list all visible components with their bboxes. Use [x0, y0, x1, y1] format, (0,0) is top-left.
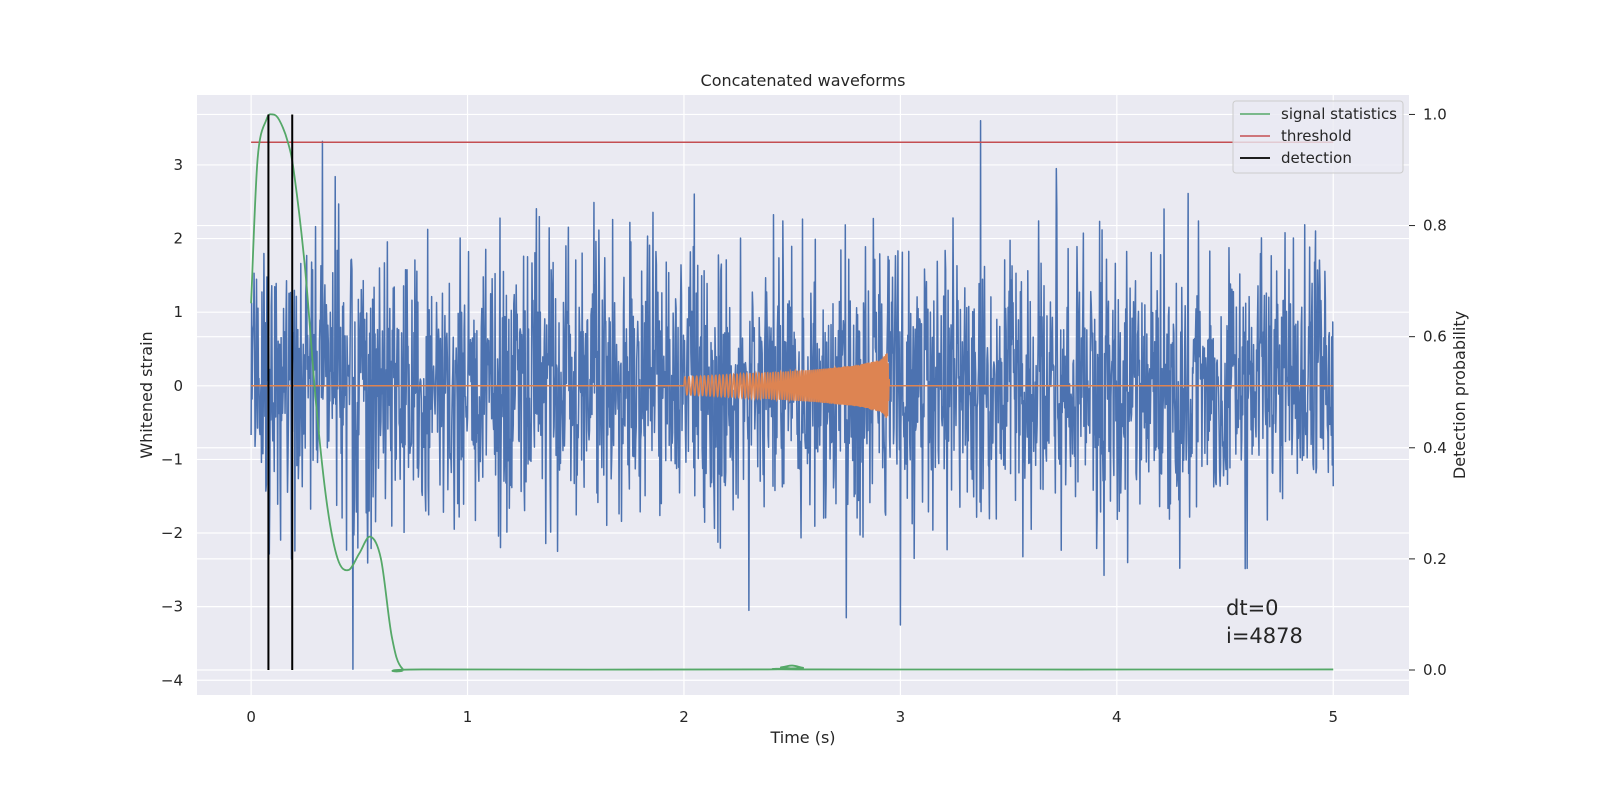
y-tick-label: 1 — [173, 303, 183, 321]
injection-chirp-line — [251, 353, 1334, 419]
annotation-i: i=4878 — [1226, 624, 1303, 648]
data-layer — [250, 113, 1334, 673]
legend-label-threshold: threshold — [1281, 127, 1352, 145]
x-tick-label: 5 — [1328, 708, 1338, 726]
x-tick-label: 0 — [246, 708, 256, 726]
axes: 0 1 2 3 4 5 −4 −3 −2 −1 0 1 2 3 0.0 0.2 0.4 0.6 0.8 1.0 — [161, 105, 1447, 726]
y2-tick-label: 0.0 — [1423, 661, 1447, 679]
strain-noise-line — [250, 120, 1334, 670]
signal-statistics-line — [250, 113, 1334, 673]
y-tick-label: −4 — [161, 671, 183, 689]
y-tick-label: 2 — [173, 230, 183, 248]
y-tick-label: 0 — [173, 377, 183, 395]
y2-tick-label: 0.6 — [1423, 328, 1447, 346]
legend-label-detection: detection — [1281, 149, 1352, 167]
y-axis-label: Whitened strain — [137, 331, 156, 458]
y-tick-label: −2 — [161, 524, 183, 542]
y2-tick-label: 0.8 — [1423, 217, 1447, 235]
y2-tick-label: 1.0 — [1423, 105, 1447, 123]
legend: signal statistics threshold detection — [1232, 100, 1404, 174]
legend-box — [1232, 100, 1404, 174]
y2-tick-label: 0.4 — [1423, 439, 1447, 457]
x-tick-label: 1 — [463, 708, 473, 726]
legend-label-signal-statistics: signal statistics — [1281, 105, 1397, 123]
y-tick-label: −3 — [161, 598, 183, 616]
x-tick-label: 3 — [896, 708, 906, 726]
y-tick-label: −1 — [161, 450, 183, 468]
x-tick-label: 2 — [679, 708, 689, 726]
x-tick-label: 4 — [1112, 708, 1122, 726]
chart-title: Concatenated waveforms — [701, 71, 906, 90]
y-tick-label: 3 — [173, 156, 183, 174]
y2-tick-label: 0.2 — [1423, 550, 1447, 568]
annotation-dt: dt=0 — [1226, 596, 1279, 620]
x-axis-label: Time (s) — [769, 728, 835, 747]
y2-axis-label: Detection probability — [1450, 311, 1469, 479]
